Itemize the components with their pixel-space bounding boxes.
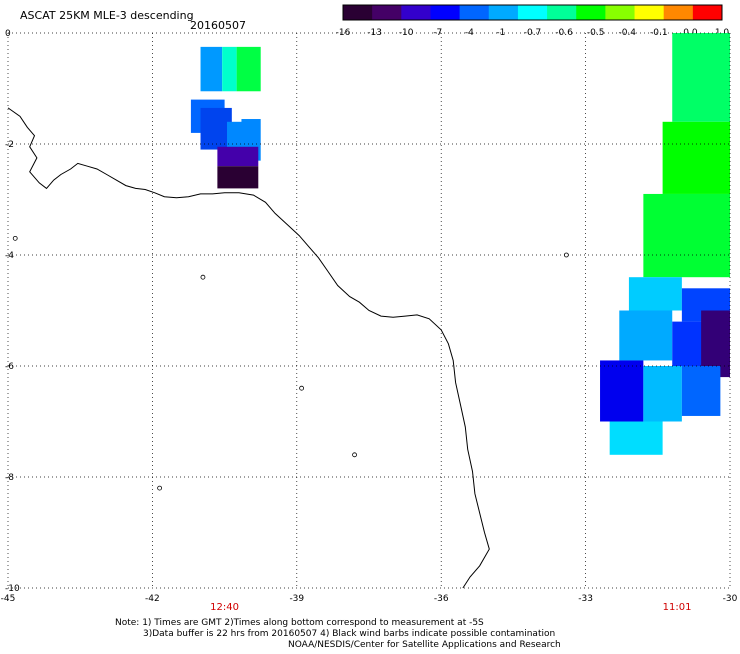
colorbar-segment [401, 5, 431, 20]
y-tick-label: -2 [5, 140, 14, 150]
colorbar-segment [488, 5, 519, 20]
y-tick-label: -10 [5, 584, 20, 594]
x-tick-label: -30 [723, 594, 738, 604]
swath-layer [190, 33, 730, 455]
colorbar-tick-label: -0.1 [650, 28, 668, 38]
x-tick-label: -39 [289, 594, 304, 604]
note-line-3: NOAA/NESDIS/Center for Satellite Applica… [288, 640, 561, 650]
x-tick-label: -45 [1, 594, 16, 604]
island [200, 274, 206, 280]
swath-cell [609, 421, 663, 455]
note-line-2: 3)Data buffer is 22 hrs from 20160507 4)… [143, 629, 555, 639]
x-tick-label: -42 [145, 594, 160, 604]
map-title: ASCAT 25KM MLE-3 descending [20, 9, 194, 22]
colorbar-tick-label: -10 [399, 28, 414, 38]
swath-cell [200, 107, 232, 150]
colorbar-segment [459, 5, 490, 20]
x-tick-label: -36 [434, 594, 449, 604]
swath-cell [662, 121, 730, 194]
island [563, 252, 569, 258]
colorbar-segment [576, 5, 606, 20]
swath-cell [619, 310, 673, 361]
swath-cell [681, 366, 721, 416]
time-labels: 12:40 11:01 [210, 602, 691, 613]
colorbar-segment [547, 5, 577, 20]
colorbar-segment [663, 5, 694, 20]
time-label: 12:40 [210, 602, 239, 613]
axis-labels: -45 -42 -39 -36 -33 -30 0 -2 -4 -6 -8 -10 [1, 29, 738, 604]
y-tick-label: -4 [5, 251, 14, 261]
swath-cell [643, 366, 682, 422]
swath-cell [200, 46, 223, 92]
map-date: 20160507 [190, 19, 246, 32]
swath-cell [236, 46, 261, 92]
colorbar-segment [430, 5, 461, 20]
colorbar-tick-label: -16 [336, 28, 351, 38]
swath-cell [222, 46, 237, 92]
swath-cell [672, 33, 730, 122]
coastline [7, 107, 490, 589]
colorbar-tick-label: -0.4 [618, 28, 636, 38]
swath-cell [628, 277, 682, 311]
island [157, 485, 163, 491]
colorbar-frame [342, 4, 723, 21]
colorbar-tick-label: -4 [465, 28, 474, 38]
island [352, 452, 357, 458]
swath-cell [217, 146, 259, 167]
colorbar-segment [343, 5, 373, 20]
swath-cell [217, 166, 259, 189]
colorbar-tick-label: -13 [367, 28, 382, 38]
swath-cell [227, 121, 244, 150]
island [299, 385, 305, 391]
colorbar-segment [634, 5, 665, 20]
grid-layer [7, 32, 731, 589]
note-line-1: Note: 1) Times are GMT 2)Times along bot… [115, 618, 484, 628]
swath-cell [643, 193, 730, 278]
colorbar-tick-label: -7 [433, 28, 442, 38]
colorbar-segment [605, 5, 636, 20]
y-tick-label: -6 [5, 362, 14, 372]
time-label: 11:01 [663, 602, 692, 613]
colorbar: -16-13-10-7-4-1-0.7-0.6-0.5-0.4-0.10.01.… [336, 4, 729, 38]
y-tick-label: -8 [5, 473, 14, 483]
colorbar-segment [517, 5, 548, 20]
colorbar-segment [372, 5, 402, 20]
swath-cell [600, 360, 644, 422]
colorbar-tick-label: -0.5 [587, 28, 605, 38]
islands [12, 235, 569, 491]
colorbar-segment [692, 5, 723, 20]
x-tick-label: -33 [578, 594, 593, 604]
y-tick-label: 0 [5, 29, 11, 39]
island [12, 235, 18, 241]
